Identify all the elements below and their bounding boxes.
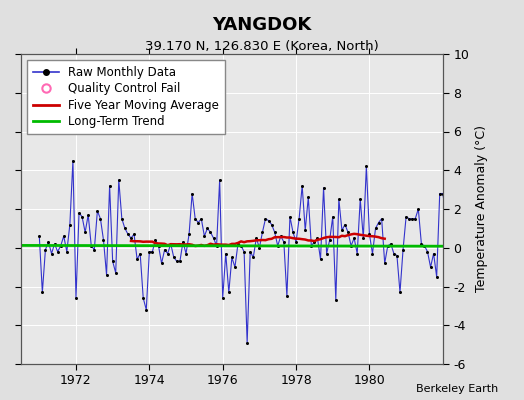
Legend: Raw Monthly Data, Quality Control Fail, Five Year Moving Average, Long-Term Tren: Raw Monthly Data, Quality Control Fail, …: [27, 60, 225, 134]
Text: 39.170 N, 126.830 E (Korea, North): 39.170 N, 126.830 E (Korea, North): [145, 40, 379, 53]
Text: YANGDOK: YANGDOK: [212, 16, 312, 34]
Y-axis label: Temperature Anomaly (°C): Temperature Anomaly (°C): [475, 126, 488, 292]
Text: Berkeley Earth: Berkeley Earth: [416, 384, 498, 394]
